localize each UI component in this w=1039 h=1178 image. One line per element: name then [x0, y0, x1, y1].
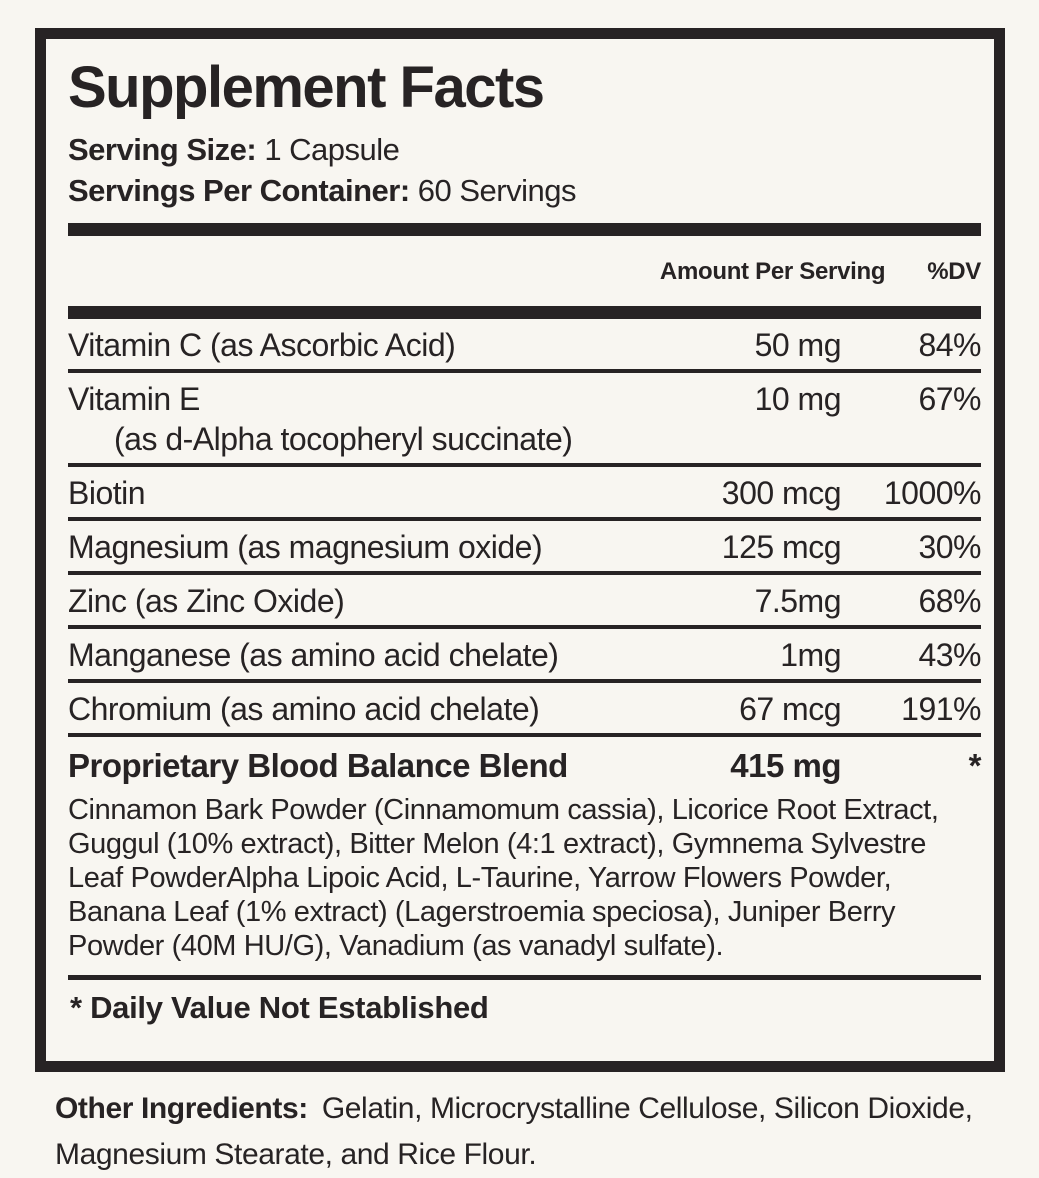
nutrient-dv: 68% — [918, 583, 981, 619]
servings-per-container-value: 60 Servings — [417, 173, 577, 208]
nutrient-name-line1: Vitamin E — [68, 381, 200, 417]
nutrient-amount: 125 mcg — [721, 529, 842, 565]
nutrient-name: Biotin — [68, 475, 146, 511]
nutrient-row-manganese: Manganese (as amino acid chelate) 1mg 43… — [68, 629, 982, 683]
nutrient-dv: 191% — [901, 691, 981, 727]
blend-amount: 415 mg — [730, 747, 841, 784]
blend-name: Proprietary Blood Balance Blend — [68, 747, 568, 784]
blend-dv: * — [968, 747, 982, 784]
thick-divider-header — [68, 306, 981, 319]
servings-per-container-label: Servings Per Container: — [68, 173, 410, 208]
other-ingredients-label: Other Ingredients: — [55, 1092, 308, 1125]
nutrient-row-vitamin-c: Vitamin C (as Ascorbic Acid) 50 mg 84% — [68, 319, 982, 373]
column-header-dv: %DV — [927, 258, 981, 285]
column-header-amount: Amount Per Serving — [659, 258, 886, 285]
nutrient-dv: 84% — [918, 327, 981, 363]
panel-title: Supplement Facts — [68, 55, 545, 120]
blend-row: Proprietary Blood Balance Blend 415 mg * — [68, 737, 982, 789]
supplement-facts-panel: Supplement Facts Serving Size: 1 Capsule… — [35, 28, 1005, 1072]
nutrient-name: Magnesium (as magnesium oxide) — [68, 529, 543, 565]
nutrient-amount: 300 mcg — [721, 475, 842, 511]
blend-description: Cinnamon Bark Powder (Cinnamomum cassia)… — [68, 794, 939, 962]
nutrient-name: Zinc (as Zinc Oxide) — [68, 583, 345, 619]
other-ingredients: Other Ingredients: Gelatin, Microcrystall… — [55, 1086, 995, 1178]
nutrient-dv: 43% — [918, 637, 981, 673]
nutrient-name: Chromium (as amino acid chelate) — [68, 691, 540, 727]
nutrient-row-vitamin-e: Vitamin E (as d-Alpha tocopheryl succina… — [68, 373, 982, 467]
nutrient-name: Vitamin E (as d-Alpha tocopheryl succina… — [68, 379, 641, 459]
nutrient-amount: 1mg — [780, 637, 841, 673]
nutrient-amount: 50 mg — [754, 327, 842, 363]
nutrient-dv: 1000% — [883, 475, 982, 511]
other-ingredients-value: Gelatin, Microcrystalline Cellulose, Sil… — [55, 1092, 973, 1171]
nutrient-name-line2: (as d-Alpha tocopheryl succinate) — [114, 421, 573, 457]
serving-size-line: Serving Size: 1 Capsule — [68, 129, 981, 170]
nutrient-name: Manganese (as amino acid chelate) — [68, 637, 559, 673]
nutrient-row-biotin: Biotin 300 mcg 1000% — [68, 467, 982, 521]
serving-size-label: Serving Size: — [68, 132, 257, 167]
nutrient-dv: 67% — [918, 381, 981, 417]
nutrient-dv: 30% — [918, 529, 981, 565]
nutrient-row-zinc: Zinc (as Zinc Oxide) 7.5mg 68% — [68, 575, 982, 629]
column-header-row: Amount Per Serving %DV — [68, 236, 981, 306]
nutrient-amount: 67 mcg — [739, 691, 841, 727]
daily-value-footnote: * Daily Value Not Established — [68, 975, 981, 1037]
thick-divider-top — [68, 223, 981, 236]
nutrient-row-magnesium: Magnesium (as magnesium oxide) 125 mcg 3… — [68, 521, 982, 575]
serving-size-value: 1 Capsule — [264, 132, 400, 167]
servings-per-container-line: Servings Per Container: 60 Servings — [68, 170, 981, 211]
nutrient-row-chromium: Chromium (as amino acid chelate) 67 mcg … — [68, 683, 982, 737]
nutrient-amount: 10 mg — [754, 381, 842, 417]
nutrient-amount: 7.5mg — [754, 583, 842, 619]
nutrient-name: Vitamin C (as Ascorbic Acid) — [68, 327, 456, 363]
